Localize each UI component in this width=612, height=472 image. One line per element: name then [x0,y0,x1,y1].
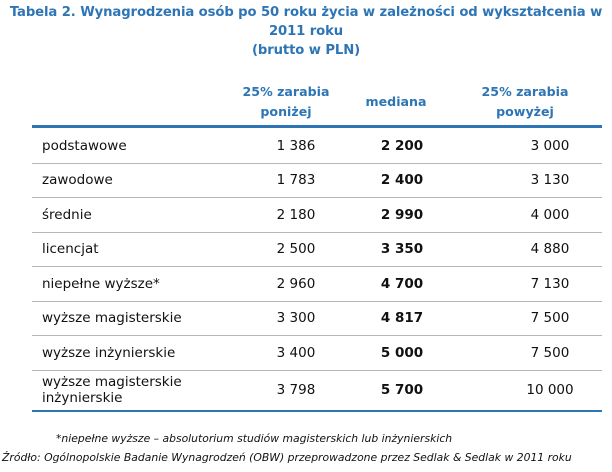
value-median: 2 200 [380,137,424,154]
row-label: licencjat [42,241,99,258]
value-median: 2 990 [380,206,424,223]
row-label-line2: inżynierskie [42,390,123,406]
footnote: *niepełne wyższe – absolutorium studiów … [56,432,453,445]
column-header-high: 25% zarabia powyżej [466,82,584,122]
table-row: wyższe magisterskie inżynierskie 3 798 5… [32,371,602,412]
value-median: 4 817 [380,310,424,327]
table-body: podstawowe 1 386 2 200 3 000 zawodowe 1 … [32,129,602,412]
column-header-median-label: mediana [365,94,427,109]
value-high: 4 000 [530,206,570,223]
column-header-low-line1: 25% zarabia [242,84,330,99]
row-label: wyższe magisterskie inżynierskie [42,371,242,410]
value-high: 4 880 [530,241,570,258]
table-title-line2: (brutto w PLN) [251,43,361,58]
row-label: zawodowe [42,172,113,189]
column-header-low-line2: poniżej [260,104,312,119]
value-high: 3 130 [530,172,570,189]
value-high: 7 500 [530,310,570,327]
table-row: wyższe magisterskie 3 300 4 817 7 500 [32,302,602,336]
column-header-high-line2: powyżej [496,104,554,119]
table-title: Tabela 2. Wynagrodzenia osób po 50 roku … [0,3,612,60]
row-label: niepełne wyższe* [42,275,160,292]
value-median: 5 700 [380,382,424,398]
value-median: 4 700 [380,275,424,292]
row-label: średnie [42,206,92,223]
value-low: 2 960 [276,275,316,292]
row-label: wyższe inżynierskie [42,344,176,361]
column-header-high-line1: 25% zarabia [481,84,569,99]
table-row: średnie 2 180 2 990 4 000 [32,198,602,233]
row-label-line1: wyższe magisterskie [42,374,182,390]
value-low: 2 500 [276,241,316,258]
value-high: 7 500 [530,344,570,361]
value-low: 1 783 [276,172,316,189]
column-header-low: 25% zarabia poniżej [230,82,342,122]
row-label: wyższe magisterskie [42,310,182,327]
value-high: 7 130 [530,275,570,292]
table-row: podstawowe 1 386 2 200 3 000 [32,129,602,164]
header-divider [32,125,602,128]
value-median: 2 400 [380,172,424,189]
source-note: Źródło: Ogólnopolskie Badanie Wynagrodze… [2,451,572,464]
value-low: 3 798 [276,382,316,398]
value-median: 5 000 [380,344,424,361]
value-low: 3 300 [276,310,316,327]
value-low: 1 386 [276,137,316,154]
row-label: podstawowe [42,137,127,154]
value-low: 3 400 [276,344,316,361]
value-high: 3 000 [530,137,570,154]
table-row: niepełne wyższe* 2 960 4 700 7 130 [32,267,602,302]
table-title-line1: Tabela 2. Wynagrodzenia osób po 50 roku … [9,5,603,39]
value-low: 2 180 [276,206,316,223]
table-row: zawodowe 1 783 2 400 3 130 [32,164,602,198]
table-row: licencjat 2 500 3 350 4 880 [32,233,602,267]
table-row: wyższe inżynierskie 3 400 5 000 7 500 [32,336,602,371]
value-high: 10 000 [526,382,574,398]
value-median: 3 350 [380,241,424,258]
column-header-median: mediana [350,82,442,122]
